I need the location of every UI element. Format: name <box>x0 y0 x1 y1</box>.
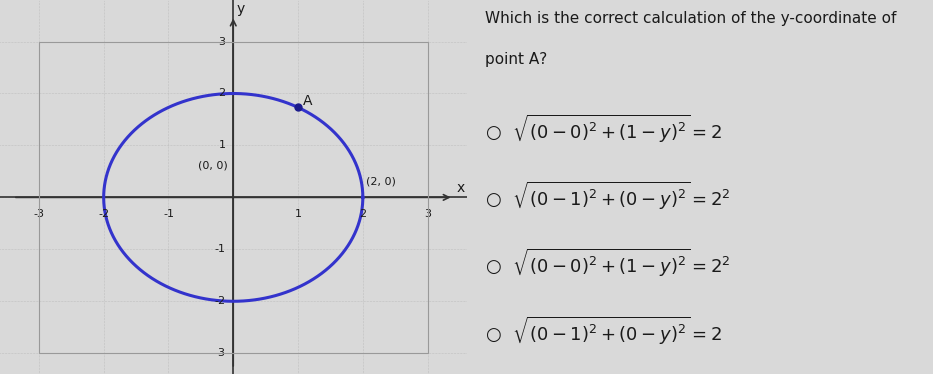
Text: x: x <box>457 181 465 195</box>
Text: 2: 2 <box>359 209 367 219</box>
Text: 3: 3 <box>425 209 431 219</box>
Text: -1: -1 <box>163 209 174 219</box>
Text: (0, 0): (0, 0) <box>198 161 228 171</box>
Text: 1: 1 <box>295 209 301 219</box>
Text: -3: -3 <box>34 209 45 219</box>
Text: -2: -2 <box>215 296 226 306</box>
Text: $\bigcirc\ \ \sqrt{(0-1)^2+(0-y)^2} = 2^2$: $\bigcirc\ \ \sqrt{(0-1)^2+(0-y)^2} = 2^… <box>485 180 731 212</box>
Text: $\bigcirc\ \ \sqrt{(0-0)^2+(1-y)^2} = 2^2$: $\bigcirc\ \ \sqrt{(0-0)^2+(1-y)^2} = 2^… <box>485 247 731 279</box>
Text: (2, 0): (2, 0) <box>366 177 396 186</box>
Text: 2: 2 <box>218 89 226 98</box>
Text: -2: -2 <box>98 209 109 219</box>
Text: Which is the correct calculation of the y-coordinate of: Which is the correct calculation of the … <box>485 11 897 26</box>
Text: $\bigcirc\ \ \sqrt{(0-0)^2+(1-y)^2} = 2$: $\bigcirc\ \ \sqrt{(0-0)^2+(1-y)^2} = 2$ <box>485 112 722 145</box>
Text: $\bigcirc\ \ \sqrt{(0-1)^2+(0-y)^2} = 2$: $\bigcirc\ \ \sqrt{(0-1)^2+(0-y)^2} = 2$ <box>485 314 722 347</box>
Text: 1: 1 <box>218 141 226 150</box>
Text: 3: 3 <box>218 37 226 46</box>
Text: point A?: point A? <box>485 52 548 67</box>
Text: y: y <box>237 1 245 16</box>
Text: -3: -3 <box>215 348 226 358</box>
Text: -1: -1 <box>215 244 226 254</box>
Text: A: A <box>303 94 313 108</box>
